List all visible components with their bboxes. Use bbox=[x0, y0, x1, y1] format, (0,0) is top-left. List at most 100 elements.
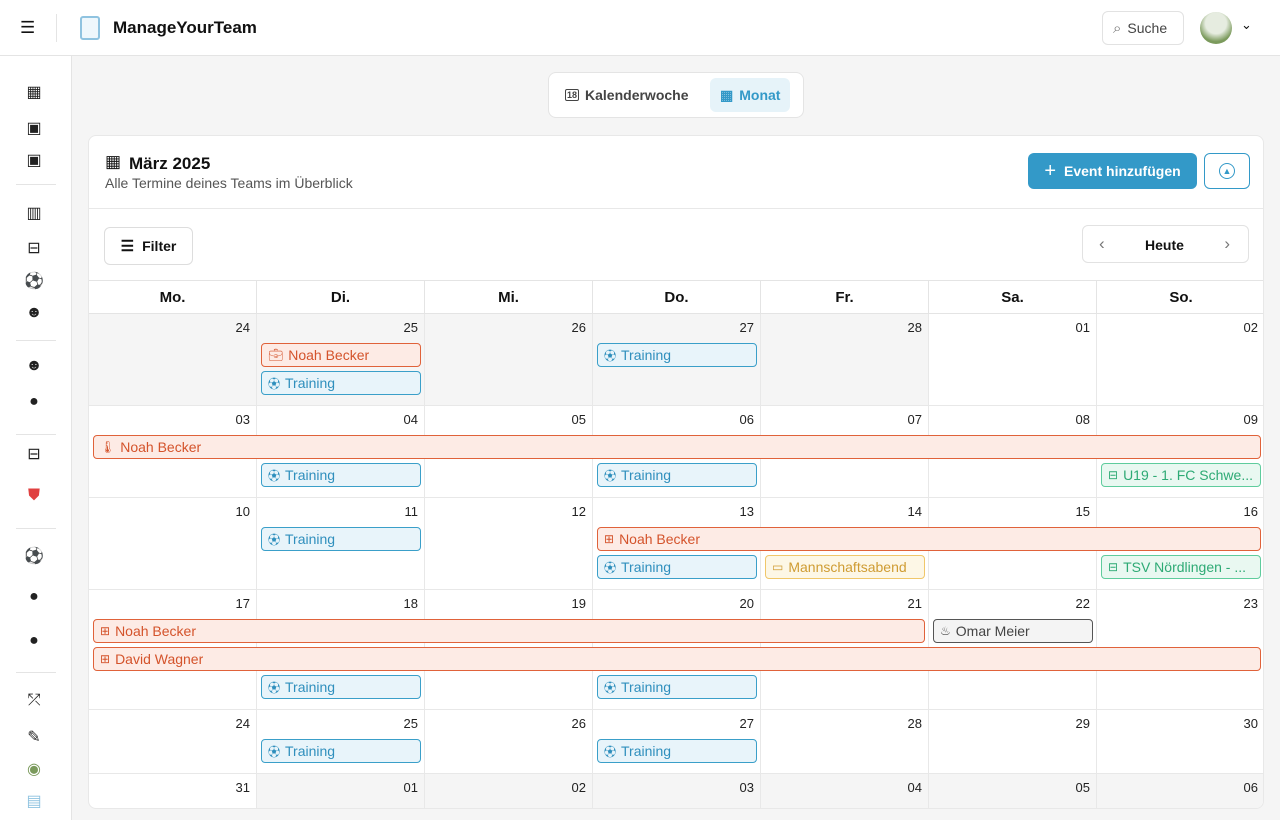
club-logo-icon[interactable]: ● bbox=[29, 588, 39, 605]
day-number: 12 bbox=[571, 504, 586, 519]
team-icon[interactable]: ☻ bbox=[25, 357, 43, 374]
field-icon[interactable]: ⊟ bbox=[27, 240, 41, 257]
day-number: 24 bbox=[235, 716, 250, 731]
day-cell[interactable]: 10 bbox=[89, 498, 257, 590]
day-cell[interactable]: 27 bbox=[593, 710, 761, 774]
event-training[interactable]: ⚽︎ Training bbox=[597, 739, 757, 763]
day-number: 04 bbox=[907, 780, 922, 795]
event-match[interactable]: ⊟ TSV Nördlingen - ... bbox=[1101, 555, 1261, 579]
add-event-button[interactable]: + Event hinzufügen bbox=[1028, 153, 1197, 189]
divider bbox=[89, 280, 1263, 281]
event-training[interactable]: ⚽︎ Training bbox=[261, 527, 421, 551]
day-cell[interactable]: 04 bbox=[761, 774, 929, 808]
calendar-icon: ▭ bbox=[772, 560, 784, 574]
club-crest-icon[interactable]: ⛊ bbox=[27, 487, 40, 504]
field-icon[interactable]: ⊟ bbox=[27, 446, 41, 463]
day-cell[interactable]: 26 bbox=[425, 314, 593, 406]
filter-button[interactable]: ☰ Filter bbox=[104, 227, 193, 265]
hamburger-icon[interactable]: ☰ bbox=[20, 18, 36, 37]
statistics-icon[interactable]: ▥ bbox=[26, 205, 42, 222]
day-cell[interactable]: 23 bbox=[1097, 590, 1263, 710]
club-logo-icon[interactable]: ● bbox=[29, 632, 39, 649]
day-cell[interactable]: 24 bbox=[89, 314, 257, 406]
calendar-19-icon[interactable]: ▣ bbox=[26, 152, 42, 169]
event-birthday[interactable]: ♨ Omar Meier bbox=[933, 619, 1093, 643]
day-cell[interactable]: 01 bbox=[929, 314, 1097, 406]
day-number: 20 bbox=[739, 596, 754, 611]
tab-month[interactable]: ▦ Monat bbox=[710, 78, 791, 112]
day-cell[interactable]: 05 bbox=[929, 774, 1097, 808]
day-cell[interactable]: 30 bbox=[1097, 710, 1263, 774]
date-navigation: ‹ Heute › bbox=[1082, 225, 1249, 263]
day-cell[interactable]: 25 bbox=[257, 710, 425, 774]
bell-icon: ▲ bbox=[1219, 163, 1235, 179]
avatar-icon[interactable]: ◉ bbox=[27, 761, 41, 778]
training-icon[interactable]: ⚽ bbox=[24, 273, 44, 290]
day-cell[interactable]: 12 bbox=[425, 498, 593, 590]
app-logo-icon[interactable]: ▤ bbox=[26, 793, 42, 810]
event-absence[interactable]: 🌡︎ Noah Becker bbox=[93, 435, 1261, 459]
event-training[interactable]: ⚽︎ Training bbox=[597, 675, 757, 699]
event-training[interactable]: ⚽︎ Training bbox=[261, 675, 421, 699]
day-cell[interactable]: 31 bbox=[89, 774, 257, 808]
event-label: Training bbox=[621, 743, 672, 759]
medkit-icon: ⊞ bbox=[100, 652, 111, 666]
medkit-icon: ⊞ bbox=[100, 624, 111, 638]
divider bbox=[16, 184, 56, 185]
event-training[interactable]: ⚽︎ Training bbox=[261, 463, 421, 487]
event-absence[interactable]: ⊞ Noah Becker bbox=[597, 527, 1261, 551]
event-training[interactable]: ⚽︎ Training bbox=[261, 739, 421, 763]
event-label: David Wagner bbox=[115, 651, 204, 667]
day-number: 07 bbox=[907, 412, 922, 427]
day-cell[interactable]: 09 bbox=[1097, 406, 1263, 498]
chevron-down-icon[interactable]: ⌄ bbox=[1241, 17, 1252, 32]
event-training[interactable]: ⚽︎ Training bbox=[597, 555, 757, 579]
day-cell[interactable]: 28 bbox=[761, 710, 929, 774]
event-absence[interactable]: ⊞ David Wagner bbox=[93, 647, 1261, 671]
event-absence[interactable]: 💼︎ Noah Becker bbox=[261, 343, 421, 367]
event-match[interactable]: ⊟ U19 - 1. FC Schwe... bbox=[1101, 463, 1261, 487]
training-icon: ⚽︎ bbox=[604, 560, 617, 575]
event-absence[interactable]: ⊞ Noah Becker bbox=[93, 619, 925, 643]
club-logo-icon[interactable]: ● bbox=[29, 393, 39, 410]
day-cell[interactable]: 11 bbox=[257, 498, 425, 590]
day-cell[interactable]: 28 bbox=[761, 314, 929, 406]
filter-icon: ☰ bbox=[120, 238, 135, 255]
calendar-18-icon[interactable]: ▣ bbox=[26, 120, 42, 137]
event-training[interactable]: ⚽︎ Training bbox=[597, 343, 757, 367]
tab-label: Kalenderwoche bbox=[585, 87, 689, 103]
training-icon[interactable]: ⚽ bbox=[24, 548, 44, 565]
notifications-button[interactable]: ▲ bbox=[1204, 153, 1250, 189]
app-title: ManageYourTeam bbox=[113, 18, 257, 37]
day-cell[interactable]: 02 bbox=[1097, 314, 1263, 406]
day-cell[interactable]: 26 bbox=[425, 710, 593, 774]
tactics-icon[interactable]: ⤱ bbox=[27, 692, 41, 709]
day-cell[interactable]: 06 bbox=[1097, 774, 1263, 808]
event-training[interactable]: ⚽︎ Training bbox=[597, 463, 757, 487]
tab-calendar-week[interactable]: 18 Kalenderwoche bbox=[555, 78, 699, 112]
training-icon: ⚽︎ bbox=[268, 468, 281, 483]
field-icon: ⊟ bbox=[1108, 468, 1119, 482]
add-event-label: Event hinzufügen bbox=[1064, 163, 1181, 179]
training-icon: ⚽︎ bbox=[268, 680, 281, 695]
today-button[interactable]: Heute bbox=[1145, 237, 1184, 253]
day-number: 09 bbox=[1243, 412, 1258, 427]
search-button[interactable]: ⌕ Suche bbox=[1102, 11, 1184, 45]
day-cell[interactable]: 03 bbox=[593, 774, 761, 808]
day-cell[interactable]: 24 bbox=[89, 710, 257, 774]
event-training[interactable]: ⚽︎ Training bbox=[261, 371, 421, 395]
event-label: Noah Becker bbox=[288, 347, 370, 363]
day-cell[interactable]: 02 bbox=[425, 774, 593, 808]
app-logo-icon bbox=[80, 16, 100, 40]
chevron-left-icon[interactable]: ‹ bbox=[1099, 234, 1105, 253]
day-number: 03 bbox=[739, 780, 754, 795]
day-cell[interactable]: 16 bbox=[1097, 498, 1263, 590]
team-icon[interactable]: ☻ bbox=[25, 304, 43, 321]
day-cell[interactable]: 01 bbox=[257, 774, 425, 808]
calendar-month-icon[interactable]: ▦ bbox=[26, 84, 42, 101]
day-cell[interactable]: 29 bbox=[929, 710, 1097, 774]
chevron-right-icon[interactable]: › bbox=[1224, 234, 1230, 253]
event-team[interactable]: ▭ Mannschaftsabend bbox=[765, 555, 925, 579]
avatar[interactable] bbox=[1200, 12, 1232, 44]
edit-icon[interactable]: ✎ bbox=[27, 729, 41, 746]
